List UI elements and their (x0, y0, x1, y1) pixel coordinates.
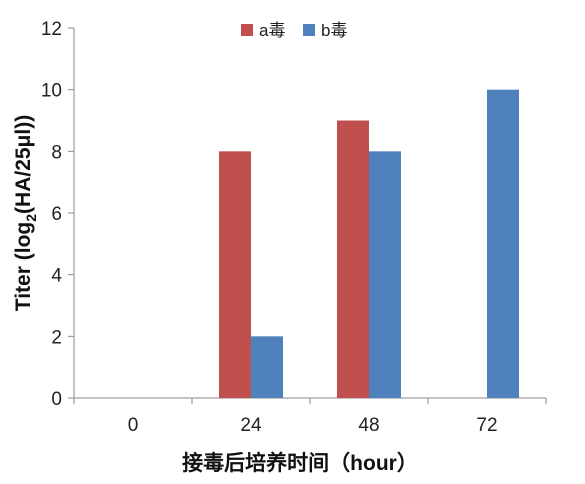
legend-swatch (303, 24, 315, 36)
bar-a-24 (219, 151, 251, 398)
bar-b-72 (487, 89, 519, 399)
y-tick-label: 4 (51, 266, 62, 287)
chart-bars (219, 89, 519, 399)
y-tick-label: 2 (51, 327, 62, 348)
legend-swatch (241, 24, 253, 36)
legend-label: b毒 (321, 21, 347, 40)
chart-legend: a毒 b毒 (241, 21, 347, 40)
bar-b-24 (251, 336, 283, 398)
y-tick-label: 0 (51, 389, 62, 410)
x-tick-label: 48 (358, 415, 379, 436)
y-axis-title: Titer (log2(HA/25μl)) (12, 115, 39, 311)
bar-a-48 (337, 120, 369, 398)
y-tick-label: 12 (41, 19, 62, 40)
x-tick-label: 72 (476, 415, 497, 436)
legend-label: a毒 (259, 21, 285, 40)
x-axis-title: 接毒后培养时间（hour） (182, 451, 418, 475)
x-tick-label: 0 (128, 415, 139, 436)
x-tick-label: 24 (240, 415, 262, 436)
chart-axes (68, 27, 547, 404)
bar-b-48 (369, 151, 401, 398)
y-tick-label: 8 (51, 142, 62, 163)
y-tick-label: 6 (51, 204, 62, 225)
y-tick-label: 10 (41, 81, 62, 102)
